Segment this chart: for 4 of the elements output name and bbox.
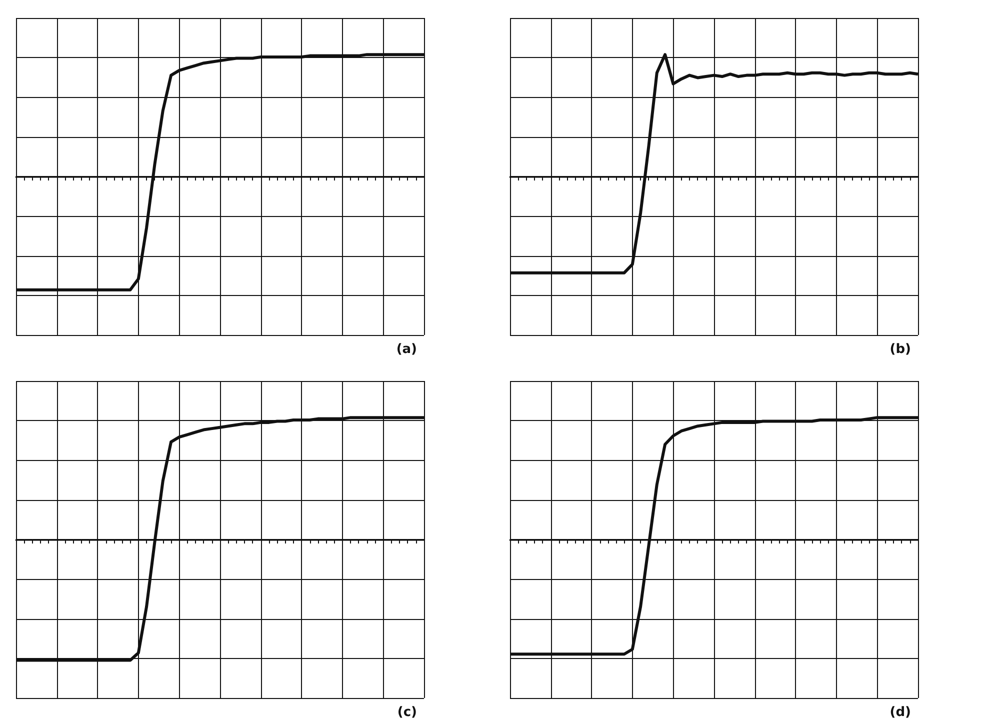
text: (c)	[397, 705, 418, 720]
text: (a)	[396, 342, 417, 357]
text: (b)	[890, 342, 912, 357]
text: (d)	[890, 705, 912, 720]
